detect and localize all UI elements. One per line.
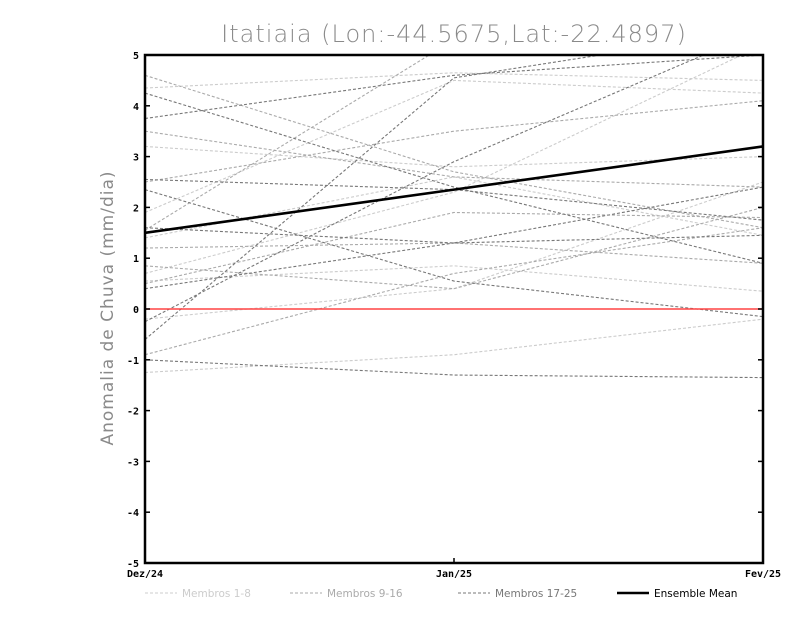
legend-label-3: Membros 17-25 [495, 588, 577, 600]
y-tick-label: 2 [133, 203, 139, 214]
member-series-line-17 [145, 55, 763, 120]
series-layer [145, 55, 763, 379]
member-series-line-13 [145, 227, 763, 356]
member-series-line-3 [145, 265, 763, 292]
member-series-line-5 [145, 318, 763, 374]
member-series-line-20 [145, 189, 763, 318]
member-series-line-14 [145, 100, 763, 183]
legend-label-4: Ensemble Mean [654, 588, 737, 600]
mean-layer [145, 145, 763, 235]
y-tick-label: -2 [127, 407, 139, 418]
chart-title: Itatiaia (Lon:-44.5675,Lat:-22.4897) [221, 20, 687, 48]
y-axis-label: Anomalia de Chuva (mm/dia) [98, 170, 118, 445]
x-tick-label: Dez/24 [127, 569, 163, 580]
member-series-line-19 [145, 178, 763, 221]
member-series-line-16 [145, 206, 763, 290]
member-series-line-8 [145, 55, 743, 274]
member-series-line-10 [145, 130, 763, 188]
member-series-line-11 [145, 242, 763, 264]
member-series-line-2 [145, 79, 763, 213]
y-tick-label: 0 [133, 305, 139, 316]
member-series-line-23 [145, 55, 705, 323]
x-tick-label: Fev/25 [745, 569, 781, 580]
member-series-line-22 [145, 234, 763, 290]
y-tick-label: -4 [127, 508, 139, 519]
axes-layer: -5 -4 -3 -2 -1 0 1 2 3 4 5 Dez/24 Jan/25 Fev/25 [127, 51, 781, 580]
x-tick-label: Jan/25 [436, 569, 472, 580]
y-tick-label: -5 [127, 559, 139, 570]
member-series-line-4 [145, 181, 763, 320]
y-tick-label: 5 [133, 51, 139, 62]
member-series-line-15 [145, 55, 431, 231]
y-tick-label: 3 [133, 153, 139, 164]
member-series-line-25 [145, 359, 763, 379]
legend-label-1: Membros 1-8 [182, 588, 251, 600]
ensemble-mean-line [145, 145, 763, 235]
y-tick-label: 4 [133, 102, 139, 113]
member-series-line-1 [145, 72, 763, 89]
member-series-line-18 [145, 92, 763, 264]
member-series-line-21 [145, 186, 763, 244]
member-series-line-24 [145, 55, 604, 340]
legend-label-2: Membros 9-16 [327, 588, 403, 600]
member-series-line-6 [145, 176, 763, 239]
legend: Membros 1-8 Membros 9-16 Membros 17-25 Ense… [145, 588, 737, 600]
y-tick-label: 1 [133, 254, 139, 265]
member-series-line-12 [145, 211, 763, 285]
y-tick-label: -1 [127, 356, 139, 367]
y-tick-label: -3 [127, 457, 139, 468]
member-series-line-7 [145, 145, 763, 168]
member-series-line-9 [145, 74, 763, 229]
